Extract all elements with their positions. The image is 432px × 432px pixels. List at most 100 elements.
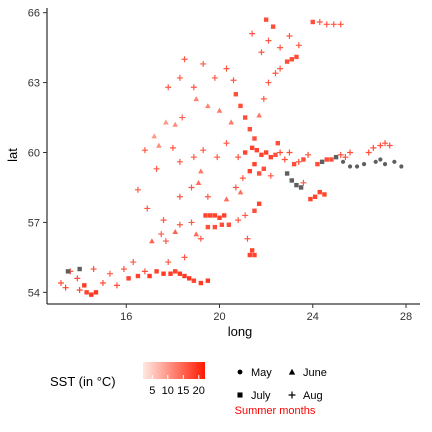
data-point <box>219 222 225 227</box>
data-point <box>106 270 113 277</box>
data-point <box>190 154 197 161</box>
data-point <box>249 30 256 37</box>
data-point <box>188 184 195 191</box>
data-point <box>305 151 312 158</box>
data-point <box>347 164 353 169</box>
data-point <box>239 175 246 182</box>
data-point <box>198 168 204 174</box>
color-bar-tick-label: 20 <box>193 385 205 397</box>
data-point <box>82 283 87 288</box>
color-bar-ticks: 5 10 15 20 <box>149 375 205 397</box>
data-point <box>232 184 239 191</box>
data-point <box>134 186 141 193</box>
data-point <box>294 182 299 188</box>
data-point <box>181 254 188 261</box>
data-point <box>284 171 290 176</box>
data-point <box>340 159 346 164</box>
data-point <box>57 280 64 287</box>
data-point <box>244 235 251 242</box>
data-point <box>324 157 329 162</box>
data-point <box>242 212 249 219</box>
color-legend-title: SST (in °C) <box>50 374 116 389</box>
data-point <box>265 79 272 86</box>
data-point <box>141 268 148 275</box>
data-point <box>151 133 158 139</box>
x-tick-label: 28 <box>400 311 412 323</box>
data-point <box>382 162 388 167</box>
legend-key-june <box>288 368 296 375</box>
data-point <box>193 231 199 237</box>
data-point <box>247 168 253 174</box>
data-point <box>286 32 293 39</box>
data-point <box>308 196 313 202</box>
data-point <box>77 266 82 272</box>
data-point <box>399 164 404 169</box>
data-point <box>205 224 211 230</box>
data-point <box>310 19 315 25</box>
data-point <box>370 144 377 151</box>
data-point <box>382 140 389 147</box>
data-point <box>329 157 334 162</box>
data-point <box>294 54 299 60</box>
data-point <box>247 252 253 258</box>
y-tick-label: 66 <box>28 8 40 20</box>
data-point <box>256 171 262 176</box>
data-point <box>65 269 71 274</box>
data-point <box>130 259 137 266</box>
y-tick-label: 60 <box>28 148 40 160</box>
data-point <box>270 24 276 29</box>
data-point <box>177 271 183 276</box>
data-point <box>330 21 337 28</box>
data-point <box>365 149 372 156</box>
data-point <box>149 238 155 244</box>
data-point <box>286 149 293 156</box>
data-point <box>275 140 280 146</box>
data-point <box>252 161 257 167</box>
y-tick-label: 57 <box>28 217 40 229</box>
data-point <box>316 18 323 25</box>
data-point <box>378 157 383 162</box>
data-point <box>317 189 322 195</box>
data-point <box>337 151 344 158</box>
data-point <box>323 21 330 28</box>
data-point <box>198 280 204 286</box>
x-axis-title: long <box>228 324 253 339</box>
data-point <box>289 178 294 183</box>
data-point <box>256 112 262 118</box>
color-bar <box>143 362 205 379</box>
data-point <box>165 259 172 266</box>
data-point <box>284 59 290 64</box>
data-point <box>347 149 354 156</box>
data-point <box>99 280 106 287</box>
data-point <box>216 107 223 113</box>
data-point <box>76 287 83 294</box>
legend-label-june: June <box>303 367 327 379</box>
x-tick-label: 20 <box>213 311 225 323</box>
data-point <box>242 150 248 155</box>
data-point <box>147 273 152 279</box>
data-point <box>181 56 188 63</box>
data-point <box>93 290 99 295</box>
data-point <box>319 159 325 165</box>
data-point <box>176 193 183 200</box>
shape-legend: May June July Aug <box>237 367 327 402</box>
x-tick-label: 16 <box>120 311 132 323</box>
data-point <box>386 142 393 149</box>
data-point <box>322 192 327 197</box>
color-legend: SST (in °C) 5 10 15 20 <box>50 362 205 397</box>
data-point <box>176 74 183 81</box>
data-point <box>207 213 213 218</box>
data-point <box>265 37 272 44</box>
data-point <box>268 154 273 160</box>
x-tick-label: 24 <box>307 311 319 323</box>
data-point <box>392 159 397 164</box>
data-point <box>176 158 183 165</box>
data-point <box>162 238 169 245</box>
data-point <box>228 119 234 125</box>
data-point <box>235 154 242 161</box>
data-point <box>249 145 255 151</box>
data-point <box>176 221 183 228</box>
data-point <box>260 95 267 102</box>
data-point <box>182 273 187 279</box>
points-layer <box>57 17 404 297</box>
